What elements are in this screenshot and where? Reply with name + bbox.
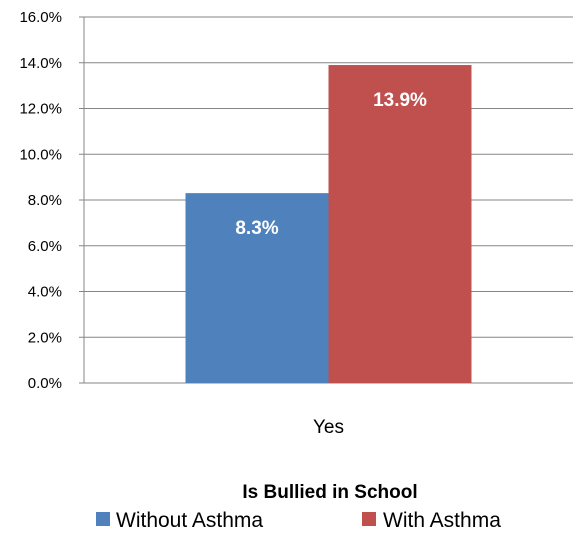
y-tick-label: 4.0% [28, 284, 62, 301]
data-labels: 8.3% 13.9% [235, 90, 427, 239]
bar-with-asthma [328, 65, 472, 383]
legend-label: With Asthma [383, 509, 501, 532]
y-tick-label: 6.0% [28, 238, 62, 255]
data-label: 8.3% [235, 218, 278, 239]
y-tick-label: 12.0% [19, 101, 62, 118]
bars [185, 65, 472, 383]
data-label: 13.9% [373, 90, 427, 111]
y-axis-tick-labels: 0.0% 2.0% 4.0% 6.0% 8.0% 10.0% 12.0% 14.0% 16.0% [19, 9, 62, 392]
legend: Is Bullied in School Without Asthma With … [96, 482, 501, 532]
y-tick-label: 10.0% [19, 146, 62, 163]
legend-swatch [362, 512, 376, 526]
y-tick-label: 0.0% [28, 375, 62, 392]
bar-without-asthma [185, 193, 329, 383]
y-tick-label: 2.0% [28, 329, 62, 346]
legend-title: Is Bullied in School [242, 482, 417, 503]
category-labels: Yes [313, 417, 344, 438]
y-tick-label: 8.0% [28, 192, 62, 209]
legend-label: Without Asthma [116, 509, 263, 532]
y-tick-label: 16.0% [19, 9, 62, 26]
y-tick-label: 14.0% [19, 55, 62, 72]
x-category-label: Yes [313, 417, 344, 438]
legend-swatch [96, 512, 110, 526]
